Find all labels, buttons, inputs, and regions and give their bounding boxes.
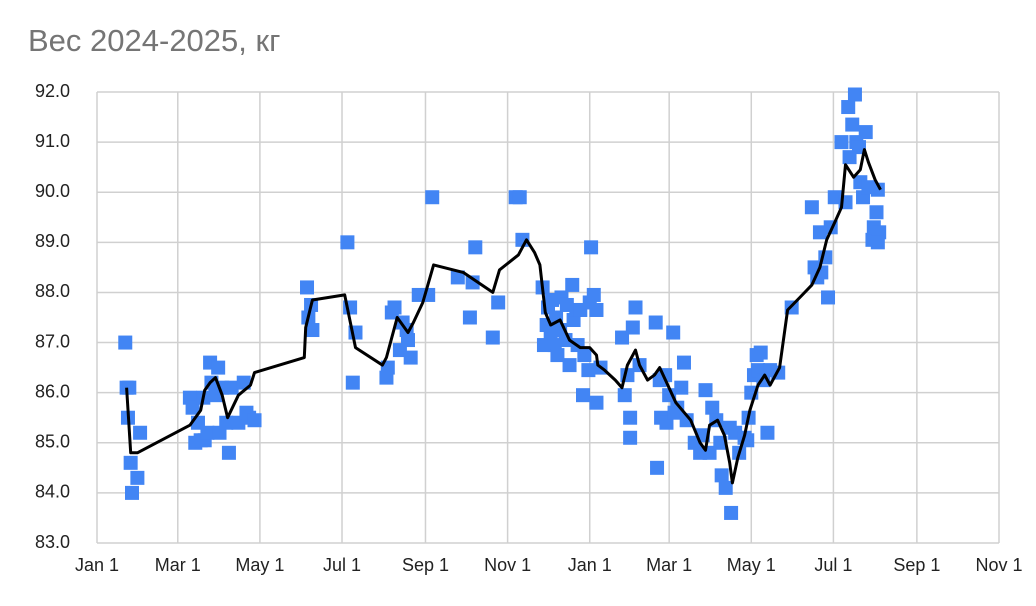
y-tick-label: 92.0 [35, 81, 70, 101]
data-point [300, 280, 315, 295]
data-point [400, 333, 415, 348]
data-point [714, 468, 729, 483]
x-tick-label: Mar 1 [155, 555, 201, 575]
data-point [821, 290, 836, 305]
data-point [305, 323, 320, 338]
data-point [628, 300, 643, 315]
data-point [491, 295, 506, 310]
data-point [858, 125, 873, 140]
data-point [185, 400, 200, 415]
data-point [403, 350, 418, 365]
data-point [586, 287, 601, 302]
data-point [705, 400, 720, 415]
data-point [679, 413, 694, 428]
marks [118, 87, 887, 520]
data-point [485, 330, 500, 345]
x-tick-label: Sep 1 [893, 555, 940, 575]
data-point [512, 190, 527, 205]
x-tick-label: May 1 [727, 555, 776, 575]
data-point [847, 87, 862, 102]
data-point [550, 348, 565, 363]
data-point [804, 200, 819, 215]
data-point [676, 355, 691, 370]
x-tick-label: Jan 1 [568, 555, 612, 575]
x-tick-label: Sep 1 [402, 555, 449, 575]
data-point [650, 460, 665, 475]
data-point [615, 330, 630, 345]
data-point [219, 415, 234, 430]
data-point [425, 190, 440, 205]
data-point [827, 190, 842, 205]
data-point [617, 388, 632, 403]
data-point [577, 348, 592, 363]
data-point [625, 320, 640, 335]
data-point [462, 310, 477, 325]
x-tick-label: Jul 1 [323, 555, 361, 575]
chart-title: Вес 2024-2025, кг [28, 23, 280, 58]
data-point [345, 375, 360, 390]
data-point [870, 235, 885, 250]
y-tick-label: 84.0 [35, 482, 70, 502]
data-point [851, 140, 866, 155]
data-point [674, 380, 689, 395]
data-point [845, 117, 860, 132]
data-point [753, 345, 768, 360]
data-point [666, 325, 681, 340]
x-tick-label: Mar 1 [646, 555, 692, 575]
y-tick-label: 90.0 [35, 181, 70, 201]
data-point [450, 270, 465, 285]
data-point [841, 100, 856, 115]
data-point [118, 335, 133, 350]
y-tick-label: 86.0 [35, 381, 70, 401]
data-point [589, 395, 604, 410]
data-point [340, 235, 355, 250]
y-tick-label: 91.0 [35, 131, 70, 151]
x-tick-label: Nov 1 [975, 555, 1022, 575]
trend-line [125, 148, 882, 485]
data-point [812, 225, 827, 240]
data-point [589, 302, 604, 317]
data-point [465, 275, 480, 290]
data-point [565, 277, 580, 292]
data-point [760, 425, 775, 440]
data-point [834, 135, 849, 150]
data-point [648, 315, 663, 330]
y-tick-label: 83.0 [35, 532, 70, 552]
x-tick-label: Jul 1 [814, 555, 852, 575]
data-point [584, 240, 599, 255]
data-point [670, 400, 685, 415]
x-tick-label: Jan 1 [75, 555, 119, 575]
data-point [224, 380, 239, 395]
x-tick-label: May 1 [235, 555, 284, 575]
data-point [576, 388, 591, 403]
data-point [211, 360, 226, 375]
data-point [123, 455, 138, 470]
data-point [870, 182, 885, 197]
data-point [125, 485, 140, 500]
data-point [387, 300, 402, 315]
data-point [221, 445, 236, 460]
data-point [724, 505, 739, 520]
y-tick-label: 87.0 [35, 331, 70, 351]
data-point [130, 470, 145, 485]
data-point [200, 425, 215, 440]
data-point [247, 413, 262, 428]
data-point [468, 240, 483, 255]
y-tick-label: 89.0 [35, 231, 70, 251]
y-tick-label: 85.0 [35, 432, 70, 452]
data-point [623, 410, 638, 425]
data-point [718, 480, 733, 495]
y-tick-label: 88.0 [35, 281, 70, 301]
data-point [869, 205, 884, 220]
data-point [698, 383, 713, 398]
data-point [133, 425, 148, 440]
x-tick-label: Nov 1 [484, 555, 531, 575]
data-point [581, 363, 596, 378]
data-point [122, 380, 137, 395]
data-point [623, 430, 638, 445]
data-point [562, 358, 577, 373]
data-point [536, 338, 551, 353]
